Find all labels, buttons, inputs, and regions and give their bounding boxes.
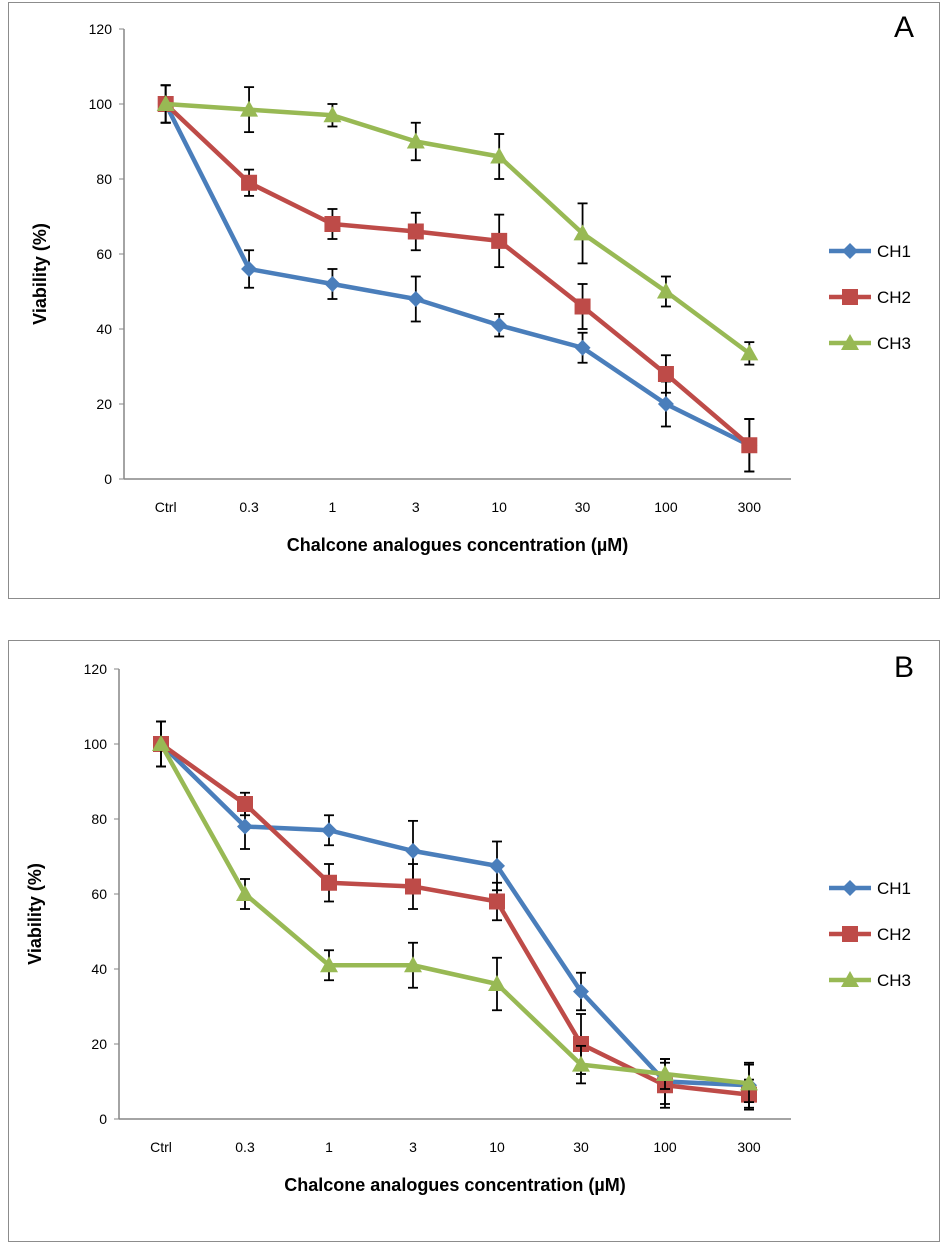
legend-label: CH2 bbox=[877, 288, 911, 307]
x-tick-label: 3 bbox=[412, 499, 420, 515]
triangle-marker bbox=[488, 975, 506, 991]
diamond-marker bbox=[405, 842, 421, 859]
square-marker bbox=[241, 174, 258, 191]
panel-b: 0 20 40 60 80 100 120 Ctrl 0.3 1 3 10 30 100 300 Chalco… bbox=[8, 640, 940, 1242]
chart-b: 0 20 40 60 80 100 120 Ctrl 0.3 1 3 10 30 100 300 Chalco… bbox=[25, 651, 914, 1195]
x-tick-label: 30 bbox=[573, 1139, 589, 1155]
triangle-marker bbox=[490, 147, 509, 164]
series-line-ch2 bbox=[164, 102, 751, 447]
x-tick-label: 1 bbox=[329, 499, 337, 515]
y-axis-title: Viability (%) bbox=[25, 863, 45, 965]
triangle-marker bbox=[572, 1055, 590, 1072]
x-tick-label: 100 bbox=[653, 1139, 677, 1155]
square-marker bbox=[573, 1036, 589, 1052]
y-tick-label: 20 bbox=[96, 396, 112, 412]
diamond-marker bbox=[241, 261, 258, 277]
x-tick-label: 100 bbox=[654, 499, 678, 515]
diamond-marker bbox=[324, 276, 341, 292]
triangle-marker bbox=[240, 100, 259, 117]
x-tick-label: 300 bbox=[738, 499, 762, 515]
panel-label: A bbox=[894, 11, 914, 44]
x-tick-label: 3 bbox=[409, 1139, 417, 1155]
square-marker bbox=[407, 223, 424, 240]
x-axis-title: Chalcone analogues concentration (µM) bbox=[284, 1175, 625, 1195]
square-marker bbox=[657, 366, 674, 382]
triangle-marker bbox=[236, 885, 254, 901]
diamond-marker bbox=[573, 983, 589, 1000]
square-marker bbox=[405, 878, 421, 895]
triangle-marker bbox=[573, 224, 592, 241]
x-tick-label: 1 bbox=[325, 1139, 333, 1155]
square-marker bbox=[237, 796, 253, 812]
panel-a: 0 20 40 60 80 100 120 Ctrl 0.3 1 3 10 30 100 300 Chalco… bbox=[8, 2, 940, 599]
triangle-marker bbox=[740, 1074, 758, 1091]
diamond-marker bbox=[321, 822, 337, 839]
chart-a: 0 20 40 60 80 100 120 Ctrl 0.3 1 3 10 30 100 300 Chalco… bbox=[30, 11, 914, 555]
legend-label: CH1 bbox=[877, 879, 911, 898]
square-marker bbox=[574, 298, 591, 315]
diamond-marker bbox=[842, 880, 858, 896]
triangle-marker bbox=[740, 344, 759, 361]
triangle-marker bbox=[841, 334, 859, 350]
triangle-marker bbox=[323, 106, 342, 123]
triangle-marker bbox=[841, 971, 859, 987]
y-tick-label: 80 bbox=[96, 171, 112, 187]
triangle-marker bbox=[406, 132, 425, 149]
square-marker bbox=[842, 289, 858, 305]
x-tick-label: Ctrl bbox=[155, 499, 177, 515]
legend-label: CH3 bbox=[877, 971, 911, 990]
y-tick-label: 0 bbox=[99, 1111, 107, 1127]
x-tick-label: 10 bbox=[491, 499, 507, 515]
square-marker bbox=[491, 232, 508, 249]
x-tick-label: 0.3 bbox=[235, 1139, 255, 1155]
y-tick-label: 20 bbox=[91, 1036, 107, 1052]
diamond-marker bbox=[237, 818, 253, 835]
series-line-ch3 bbox=[165, 101, 751, 356]
y-tick-label: 80 bbox=[91, 811, 107, 827]
diamond-marker bbox=[407, 291, 424, 307]
x-tick-label: 30 bbox=[575, 499, 591, 515]
y-tick-label: 60 bbox=[91, 886, 107, 902]
legend-label: CH3 bbox=[877, 334, 911, 353]
diamond-marker bbox=[489, 857, 505, 874]
y-tick-label: 100 bbox=[84, 736, 108, 752]
x-tick-label: 300 bbox=[737, 1139, 761, 1155]
square-marker bbox=[324, 216, 341, 232]
triangle-marker bbox=[404, 956, 422, 973]
diamond-marker bbox=[574, 339, 591, 356]
diamond-marker bbox=[657, 396, 674, 412]
series-line-ch1 bbox=[163, 102, 751, 448]
triangle-marker bbox=[320, 956, 338, 973]
triangle-marker bbox=[656, 282, 675, 299]
y-tick-label: 120 bbox=[84, 661, 108, 677]
x-tick-label: 10 bbox=[489, 1139, 505, 1155]
legend-label: CH2 bbox=[877, 925, 911, 944]
series-line-ch3 bbox=[159, 742, 750, 1086]
triangle-marker bbox=[156, 95, 175, 111]
x-tick-label: 0.3 bbox=[239, 499, 259, 515]
x-axis-title: Chalcone analogues concentration (µM) bbox=[287, 535, 628, 555]
square-marker bbox=[842, 926, 858, 942]
diamond-marker bbox=[842, 243, 858, 259]
y-tick-label: 120 bbox=[89, 21, 113, 37]
y-tick-label: 60 bbox=[96, 246, 112, 262]
square-marker bbox=[741, 437, 758, 454]
series-line-ch2 bbox=[159, 742, 750, 1097]
legend-label: CH1 bbox=[877, 242, 911, 261]
triangle-marker bbox=[152, 735, 170, 751]
series-line-ch1 bbox=[159, 742, 750, 1088]
triangle-marker bbox=[656, 1065, 674, 1081]
diamond-marker bbox=[491, 317, 508, 334]
y-tick-label: 40 bbox=[96, 321, 112, 337]
square-marker bbox=[489, 893, 505, 910]
y-tick-label: 40 bbox=[91, 961, 107, 977]
x-tick-label: Ctrl bbox=[150, 1139, 172, 1155]
square-marker bbox=[321, 874, 337, 891]
panel-label: B bbox=[894, 651, 914, 684]
y-tick-label: 0 bbox=[104, 471, 112, 487]
y-axis-title: Viability (%) bbox=[30, 223, 50, 325]
y-tick-label: 100 bbox=[89, 96, 113, 112]
